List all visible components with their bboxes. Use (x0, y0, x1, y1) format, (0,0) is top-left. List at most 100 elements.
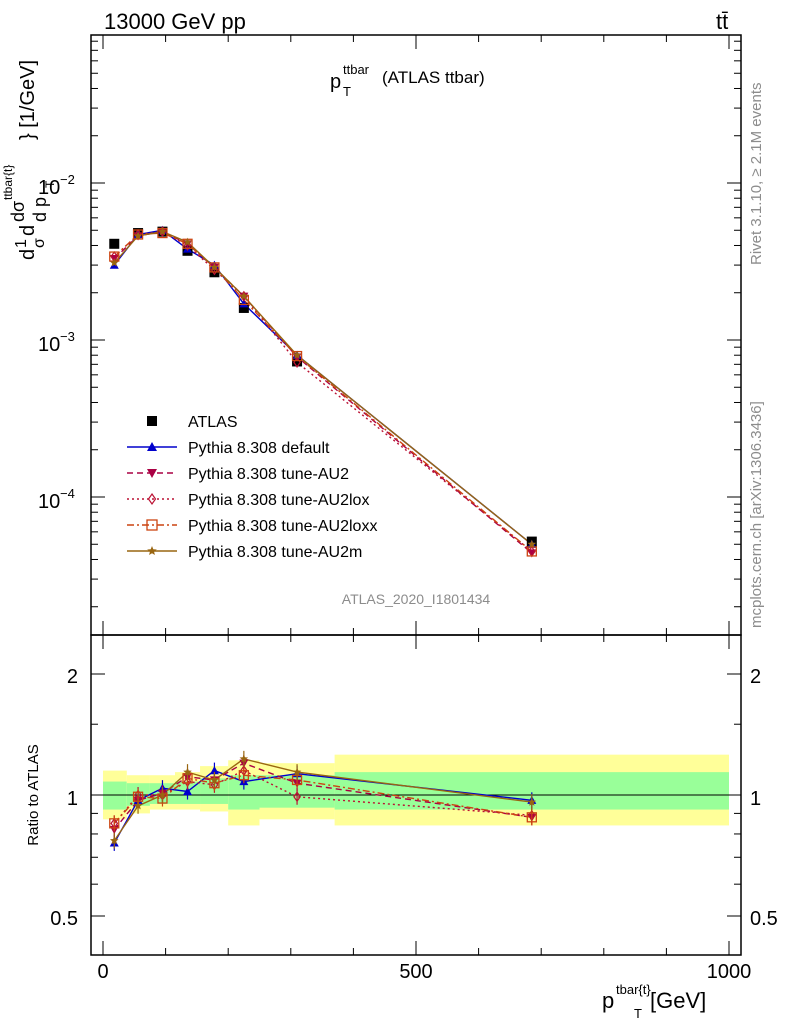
legend-marker (147, 546, 157, 555)
legend-marker (147, 469, 157, 478)
data-point (292, 356, 303, 367)
data-point (527, 549, 537, 558)
svg-text:p: p (602, 988, 614, 1013)
ratio-point (526, 812, 537, 823)
legend-entry: Pythia 8.308 tune-AU2loxx (127, 518, 377, 535)
ratio-y-axis-label: Ratio to ATLAS (25, 744, 42, 845)
ratio-point (110, 836, 119, 845)
legend-label: ATLAS (188, 414, 238, 431)
ratio-point (158, 790, 167, 799)
ratio-point (210, 775, 219, 784)
ratio-point (292, 767, 302, 776)
xtick-label: 0 (97, 961, 108, 983)
ytick-label: 10 (38, 491, 60, 513)
ytick-label: 10 (38, 177, 60, 199)
ratio-line-4 (113, 774, 532, 824)
legend-entry: Pythia 8.308 tune-AU2 (127, 466, 349, 483)
svg-text:} [1/GeV]: } [1/GeV] (17, 60, 39, 140)
legend-entry: Pythia 8.308 tune-AU2m (127, 544, 362, 561)
ratio-point (133, 801, 143, 810)
ratio-point (527, 797, 537, 806)
svg-text:T: T (343, 84, 351, 99)
legend-label: Pythia 8.308 default (188, 440, 330, 457)
svg-text:ttbar{t}: ttbar{t} (1, 165, 15, 200)
data-point (527, 539, 537, 548)
legend-marker (147, 442, 157, 451)
svg-text:T: T (634, 1006, 642, 1021)
svg-text:1: 1 (13, 239, 30, 248)
ytick-label: 10 (38, 334, 60, 356)
ytick-label-exp: −4 (60, 486, 75, 501)
svg-text:σ: σ (31, 238, 48, 248)
ratio-point (239, 754, 249, 763)
data-point (209, 262, 220, 273)
ratio-point (209, 766, 219, 775)
top-y-axis-label: d 1 σ d dσ ttbar{t} d p T } [1/GeV] (1, 60, 57, 260)
legend-marker (147, 492, 157, 506)
data-point (239, 291, 249, 300)
legend-entry: ATLAS (147, 414, 238, 431)
svg-text:(ATLAS ttbar): (ATLAS ttbar) (382, 68, 485, 87)
ratio-point (183, 767, 192, 776)
band-inner (103, 781, 127, 810)
mcplots-reference-note: mcplots.cern.ch [arXiv:1306.3436] (748, 401, 765, 628)
svg-text:T: T (43, 180, 57, 188)
legend: ATLAS Pythia 8.308 default Pythia 8.308 tu… (127, 414, 377, 561)
data-point (109, 238, 120, 249)
ytick-label: 1 (67, 788, 78, 810)
svg-text:d: d (17, 249, 39, 260)
ytick-label-right: 0.5 (750, 908, 778, 930)
ytick-label-right: 2 (750, 666, 761, 688)
xtick-labels: 0 500 1000 (97, 961, 751, 983)
data-point (183, 237, 192, 246)
top-series-markers (109, 225, 537, 558)
ytick-label-exp: −2 (60, 172, 75, 187)
ratio-ytick-labels: 2 1 0.5 2 1 0.5 (50, 666, 778, 930)
ytick-label-exp: −3 (60, 329, 75, 344)
ratio-point (183, 787, 193, 796)
data-point (110, 258, 119, 267)
top-ytick-labels: 10 −2 10 −3 10 −4 (38, 172, 75, 513)
legend-marker (147, 416, 157, 426)
svg-text:ttbar: ttbar (343, 62, 370, 77)
data-point (210, 262, 219, 271)
ytick-label-right: 1 (750, 788, 761, 810)
data-point (239, 299, 249, 308)
legend-entry: Pythia 8.308 tune-AU2lox (127, 492, 369, 509)
x-axis-label: p tbar{t} T [GeV] (602, 982, 706, 1021)
ratio-bands (103, 754, 729, 826)
top-axis-ticks (91, 35, 741, 635)
svg-text:d: d (17, 225, 39, 236)
data-point (133, 231, 143, 240)
svg-text:p: p (330, 71, 341, 93)
ytick-label: 0.5 (50, 908, 78, 930)
ratio-point (109, 818, 120, 829)
legend-label: Pythia 8.308 tune-AU2loxx (188, 518, 377, 535)
rivet-version-note: Rivet 3.1.10, ≥ 2.1M events (748, 83, 765, 266)
xtick-label: 500 (399, 961, 432, 983)
data-point (132, 229, 144, 240)
data-point (158, 227, 167, 236)
data-point (238, 302, 249, 313)
ratio-point (293, 791, 301, 803)
ytick-label: 2 (67, 666, 78, 688)
ratio-axis-ticks (91, 635, 741, 955)
data-point (526, 546, 537, 557)
ratio-point (238, 770, 250, 781)
svg-text:tbar{t}: tbar{t} (616, 982, 651, 997)
header-process: tt̄ (716, 9, 728, 34)
analysis-watermark: ATLAS_2020_I1801434 (342, 591, 491, 607)
legend-label: Pythia 8.308 tune-AU2 (188, 466, 349, 483)
legend-label: Pythia 8.308 tune-AU2m (188, 544, 362, 561)
svg-text:[GeV]: [GeV] (650, 988, 706, 1013)
svg-text:dσ: dσ (8, 201, 28, 222)
data-point (292, 350, 302, 359)
legend-marker (146, 519, 158, 531)
legend-label: Pythia 8.308 tune-AU2lox (188, 492, 369, 509)
legend-entry: Pythia 8.308 default (127, 440, 330, 457)
ratio-series-markers (109, 750, 537, 851)
xtick-label: 1000 (707, 961, 752, 983)
ratio-line-5 (113, 758, 532, 841)
data-point (210, 264, 219, 276)
